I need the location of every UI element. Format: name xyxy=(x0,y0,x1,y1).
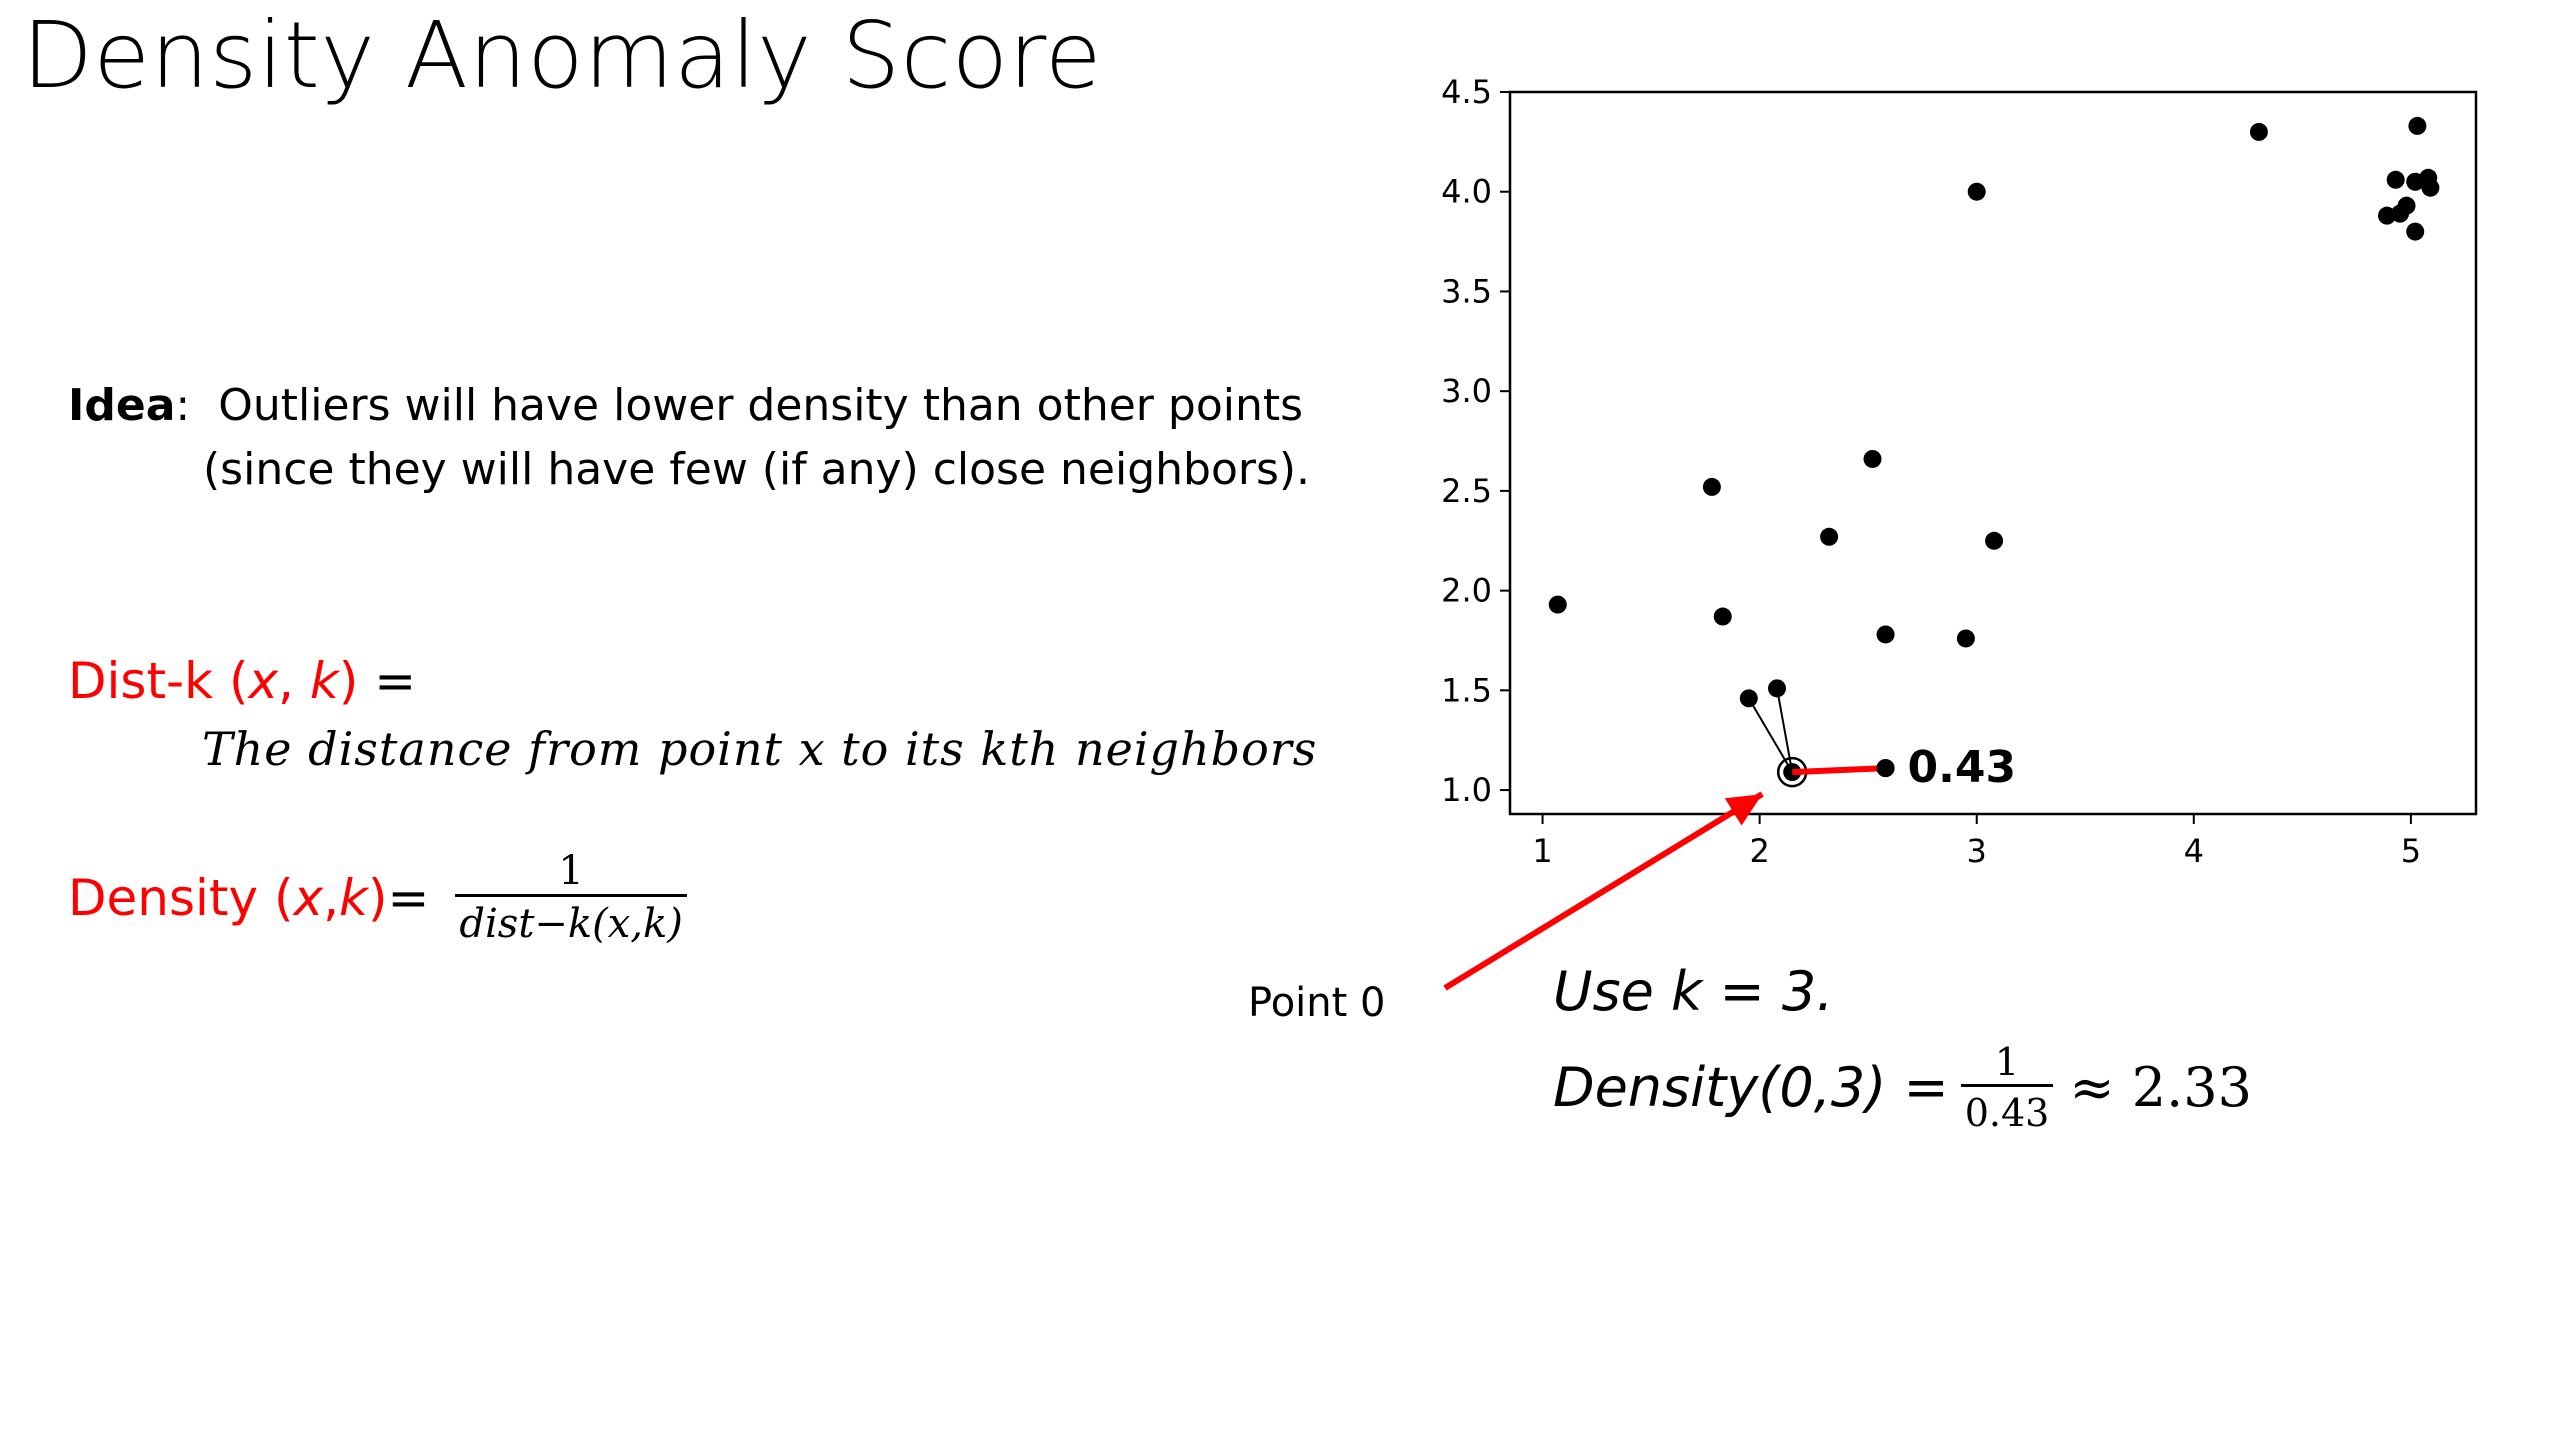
density-lhs-a: Density ( xyxy=(68,868,294,927)
y-tick-label: 3.0 xyxy=(1441,372,1492,410)
idea-label: Idea xyxy=(68,380,176,431)
distk-lhs-comma: , xyxy=(278,652,310,710)
distk-lhs-b: ) xyxy=(338,652,359,710)
x-tick-label: 2 xyxy=(1749,832,1769,870)
data-point xyxy=(2406,222,2425,241)
density-lhs-k: k xyxy=(339,868,368,927)
data-point xyxy=(1967,182,1986,201)
data-point xyxy=(2421,178,2440,197)
data-point xyxy=(1863,449,1882,468)
density-equals: = xyxy=(387,868,430,927)
data-point xyxy=(1702,477,1721,496)
distk-heading: Dist-k (x, k) = xyxy=(68,652,416,710)
data-point xyxy=(1713,607,1732,626)
y-tick-label: 2.0 xyxy=(1441,572,1492,610)
slide-title: Density Anomaly Score xyxy=(22,2,1102,109)
data-point xyxy=(2377,206,2396,225)
data-point xyxy=(1739,689,1758,708)
density-lhs-b: ) xyxy=(367,868,388,927)
y-tick-label: 2.5 xyxy=(1441,472,1492,510)
density-lhs-comma: , xyxy=(323,868,339,927)
data-point xyxy=(2386,170,2405,189)
idea-text-1: Outliers will have lower density than ot… xyxy=(218,380,1304,431)
y-tick-label: 1.0 xyxy=(1441,771,1492,809)
example-formula: Density(0,3) = 1 0.43 ≈ 2.33 xyxy=(1553,1040,2252,1135)
data-point xyxy=(1985,531,2004,550)
data-point xyxy=(1820,527,1839,546)
density-lhs-x: x xyxy=(293,868,324,927)
x-tick-label: 1 xyxy=(1532,832,1552,870)
example-fraction: 1 0.43 xyxy=(1960,1040,2054,1135)
y-tick-label: 4.5 xyxy=(1441,73,1492,111)
x-tick-label: 5 xyxy=(2401,832,2421,870)
data-point xyxy=(1956,629,1975,648)
distk-definition: The distance from point x to its kth nei… xyxy=(202,722,1318,776)
y-tick-label: 3.5 xyxy=(1441,272,1492,310)
data-point xyxy=(2408,116,2427,135)
distk-lhs-x: x xyxy=(248,652,279,710)
idea-colon: : xyxy=(175,380,191,431)
kth-distance-line xyxy=(1792,765,1886,776)
x-tick-label: 3 xyxy=(1967,832,1987,870)
x-tick-label: 4 xyxy=(2184,832,2204,870)
idea-text-2: (since they will have few (if any) close… xyxy=(203,444,1311,495)
y-tick-label: 4.0 xyxy=(1441,173,1492,211)
example-approx: ≈ 2.33 xyxy=(2069,1056,2252,1119)
point-0-label: Point 0 xyxy=(1248,980,1386,1026)
scatter-chart: 1 2 3 4 5 1.0 1.5 2.0 2.5 3.0 3.5 4.0 4.5 0.43 xyxy=(1441,73,2478,870)
example-denominator: 0.43 xyxy=(1960,1084,2054,1135)
example-numerator: 1 xyxy=(1994,1040,2020,1084)
density-denominator: dist−k(x,k) xyxy=(455,894,687,947)
distk-lhs-k: k xyxy=(309,652,339,710)
distk-lhs-a: Dist-k ( xyxy=(68,652,249,710)
data-point xyxy=(1876,625,1895,644)
use-k-text: Use k = 3. xyxy=(1553,960,1834,1023)
distk-equals: = xyxy=(358,652,417,710)
example-lhs: Density(0,3) = xyxy=(1553,1056,1949,1119)
idea-line-1: Idea: Outliers will have lower density th… xyxy=(68,380,1303,431)
data-point xyxy=(1768,679,1787,698)
kth-neighbor-point xyxy=(1876,759,1895,778)
plot-frame xyxy=(1508,90,2478,816)
kth-distance-label: 0.43 xyxy=(1908,742,2017,793)
density-numerator: 1 xyxy=(558,848,584,894)
density-formula: Density (x, k) = 1 dist−k(x,k) xyxy=(68,848,687,947)
density-fraction: 1 dist−k(x,k) xyxy=(455,848,687,947)
data-point xyxy=(1548,595,1567,614)
y-tick-label: 1.5 xyxy=(1441,671,1492,709)
data-point xyxy=(2249,122,2268,141)
